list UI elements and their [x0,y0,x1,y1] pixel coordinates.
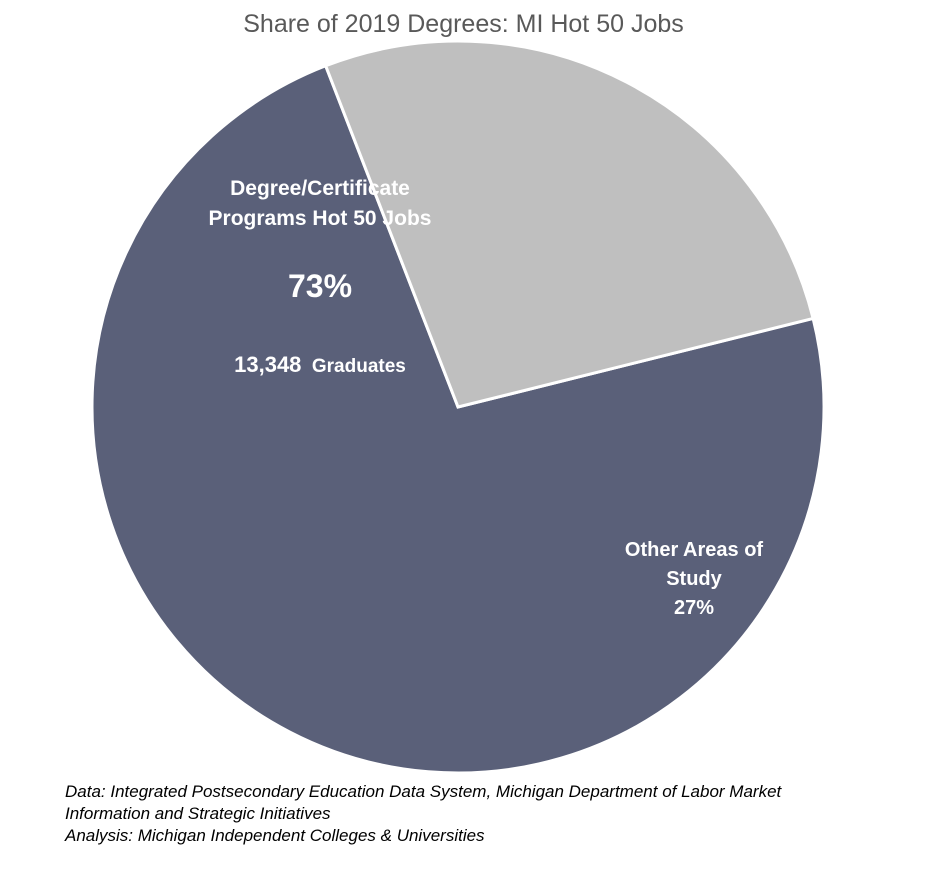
pie-slice-hot-50-jobs [90,63,826,775]
slice-percent-other: 27% [674,597,714,619]
slice-label-hot-50-line2: Programs Hot 50 Jobs [209,207,432,230]
slice-label-hot-50-line1: Degree/Certificate [230,177,410,200]
graduates-number: 13,348 [234,352,301,377]
chart-title: Share of 2019 Degrees: MI Hot 50 Jobs [243,10,684,38]
slice-label-other-line2: Study [666,568,722,590]
slice-label-other-line1: Other Areas of [625,539,764,561]
source-line-2: Information and Strategic Initiatives [65,804,331,823]
slice-percent-hot-50: 73% [288,268,352,304]
source-note: Data: Integrated Postsecondary Education… [65,781,905,847]
slice-graduates-hot-50: 13,348 Graduates [234,352,406,377]
pie-slice-other-areas [323,39,815,409]
source-line-3: Analysis: Michigan Independent Colleges … [65,826,485,845]
graduates-text: Graduates [312,356,406,377]
source-line-1: Data: Integrated Postsecondary Education… [65,782,782,801]
